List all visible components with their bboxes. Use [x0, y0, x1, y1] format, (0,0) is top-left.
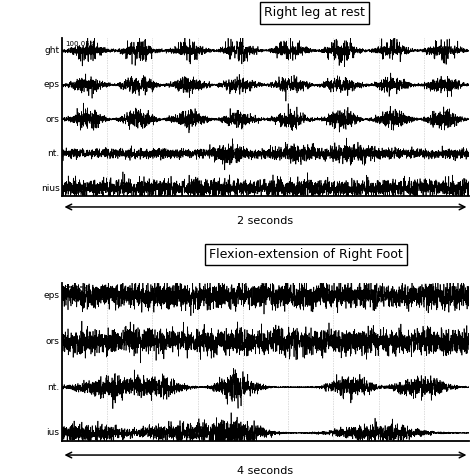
- Text: 4 seconds: 4 seconds: [237, 466, 293, 474]
- Text: ght: ght: [45, 46, 60, 55]
- Text: Flexion-extension of Right Foot: Flexion-extension of Right Foot: [210, 248, 403, 261]
- Text: 100.05s: 100.05s: [65, 41, 93, 46]
- Text: nt.: nt.: [47, 383, 60, 392]
- Text: ors: ors: [46, 115, 60, 124]
- Text: 35.15s: 35.15s: [65, 285, 89, 292]
- Text: nius: nius: [41, 183, 60, 192]
- Text: 2 seconds: 2 seconds: [237, 217, 293, 227]
- Text: Right leg at rest: Right leg at rest: [264, 6, 365, 19]
- Text: nt.: nt.: [47, 149, 60, 158]
- Text: eps: eps: [44, 291, 60, 300]
- Text: eps: eps: [44, 81, 60, 90]
- Text: ius: ius: [46, 428, 60, 438]
- Text: ors: ors: [46, 337, 60, 346]
